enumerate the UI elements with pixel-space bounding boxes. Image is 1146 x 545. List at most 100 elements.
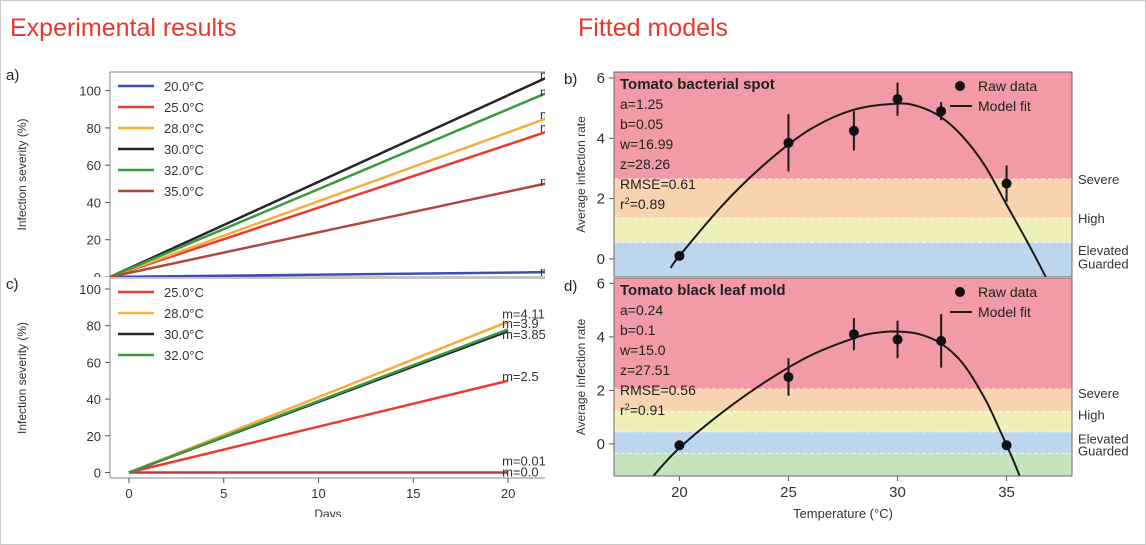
- risk-zone-label: High: [1078, 407, 1105, 422]
- slope-label: m=4.11: [502, 307, 545, 322]
- series-line: [109, 77, 545, 277]
- risk-zone-label: Guarded: [1078, 256, 1129, 271]
- legend-label: Model fit: [978, 98, 1031, 114]
- y-tick-label: 40: [87, 392, 101, 407]
- model-parameter: b=0.1: [620, 322, 656, 338]
- legend-label: 28.0°C: [164, 306, 204, 321]
- series-line: [128, 379, 509, 474]
- series-line: [109, 92, 545, 277]
- model-title: Tomato bacterial spot: [620, 76, 775, 93]
- y-tick-label: 2: [597, 191, 605, 208]
- model-r-squared: r2=0.89: [620, 196, 665, 212]
- legend-raw-data-marker: [955, 287, 965, 297]
- left-section-title: Experimental results: [10, 14, 237, 42]
- plot-frame: [613, 71, 1073, 277]
- legend-label: 25.0°C: [164, 285, 204, 300]
- y-axis-label: Average infection rate: [574, 318, 588, 435]
- risk-zone-band: [614, 72, 1072, 180]
- risk-zone-label: Guarded: [1078, 444, 1129, 459]
- series-line: [128, 328, 509, 474]
- raw-data-point: [1001, 178, 1012, 189]
- x-tick-label: 20: [671, 484, 688, 501]
- y-tick-label: 60: [87, 355, 101, 370]
- slope-label: m=3.85: [502, 327, 545, 342]
- model-parameter: w=15.0: [619, 342, 666, 358]
- risk-zone-band: [614, 218, 1072, 243]
- slope-label: m=5.34: [540, 68, 545, 83]
- slope-label: m=2.5: [502, 369, 538, 384]
- model-parameter: w=16.99: [619, 136, 674, 152]
- legend-label: Model fit: [978, 304, 1031, 320]
- raw-data-point: [892, 334, 903, 345]
- x-tick-label: 20: [501, 486, 515, 501]
- raw-data-point: [1001, 440, 1012, 451]
- slope-label: m=3.89: [540, 120, 545, 135]
- risk-zone-band: [614, 242, 1072, 277]
- y-tick-label: 6: [597, 277, 605, 292]
- x-tick-label: 10: [311, 486, 325, 501]
- y-tick-label: 100: [79, 282, 101, 297]
- model-parameter: RMSE=0.61: [620, 176, 696, 192]
- y-tick-label: 80: [87, 121, 101, 136]
- y-axis-label: Infection severity (%): [15, 322, 29, 434]
- y-tick-label: 40: [87, 195, 101, 210]
- series-line: [109, 131, 545, 277]
- y-tick-label: 80: [87, 319, 101, 334]
- model-parameter: a=1.25: [620, 96, 663, 112]
- slope-label: m=2.51: [540, 174, 545, 189]
- model-parameter: a=0.24: [620, 302, 663, 318]
- raw-data-point: [783, 137, 794, 148]
- risk-zone-label: Elevated: [1078, 243, 1129, 258]
- legend-label: Raw data: [978, 78, 1037, 94]
- x-tick-label: 15: [406, 486, 420, 501]
- panel-label: d): [564, 278, 577, 295]
- y-tick-label: 0: [94, 270, 101, 277]
- legend-label: 32.0°C: [164, 163, 204, 178]
- slope-label: m=0.13: [540, 264, 545, 277]
- risk-zone-band: [614, 411, 1072, 432]
- x-tick-label: 30: [889, 484, 906, 501]
- model-parameter: RMSE=0.56: [620, 382, 696, 398]
- slope-label: m=0.0: [502, 464, 538, 479]
- y-tick-label: 4: [597, 329, 605, 346]
- y-tick-label: 0: [597, 251, 605, 268]
- y-axis-label: Average infection rate: [574, 116, 588, 233]
- legend-label: 25.0°C: [164, 100, 204, 115]
- legend-label: 28.0°C: [164, 121, 204, 136]
- panel-d-chart: d) 0 2 4 6 20 25 30 35 Temperature (°C) Average in…: [564, 277, 1129, 521]
- y-tick-label: 0: [597, 436, 605, 453]
- legend-label: 32.0°C: [164, 348, 204, 363]
- plot-area: [109, 277, 545, 479]
- risk-zone-band: [614, 278, 1072, 390]
- panel-a-chart: a) 0 20 40 60 80 100 Infection severity (%) m=0.…: [6, 67, 545, 277]
- risk-zone-band: [614, 431, 1072, 454]
- x-tick-label: 35: [998, 484, 1015, 501]
- y-tick-label: 0: [94, 465, 101, 480]
- risk-zone-band: [614, 453, 1072, 476]
- raw-data-point: [674, 440, 685, 451]
- y-tick-label: 20: [87, 233, 101, 248]
- legend-label: 20.0°C: [164, 79, 204, 94]
- model-fit-curve: [669, 102, 1047, 277]
- x-tick-label: 0: [125, 486, 132, 501]
- panel-label: c): [6, 277, 19, 293]
- panel-label: b): [564, 71, 577, 88]
- raw-data-point: [783, 372, 794, 382]
- slope-label: m=0.01: [502, 453, 545, 468]
- risk-zone-band: [614, 389, 1072, 412]
- legend-raw-data-marker: [955, 81, 965, 91]
- model-title: Tomato black leaf mold: [620, 282, 786, 299]
- model-parameter: b=0.05: [620, 116, 663, 132]
- risk-zone-label: Severe: [1078, 386, 1119, 401]
- raw-data-point: [892, 94, 903, 105]
- slope-label: m=4.93: [540, 85, 545, 100]
- raw-data-point: [848, 125, 859, 136]
- y-tick-label: 6: [597, 70, 605, 87]
- risk-zone-label: Elevated: [1078, 432, 1129, 447]
- y-tick-label: 60: [87, 158, 101, 173]
- plot-frame: [613, 277, 1073, 477]
- x-tick-label: 25: [780, 484, 797, 501]
- series-line: [109, 270, 545, 277]
- legend-label: 35.0°C: [164, 184, 204, 199]
- raw-data-point: [936, 335, 947, 346]
